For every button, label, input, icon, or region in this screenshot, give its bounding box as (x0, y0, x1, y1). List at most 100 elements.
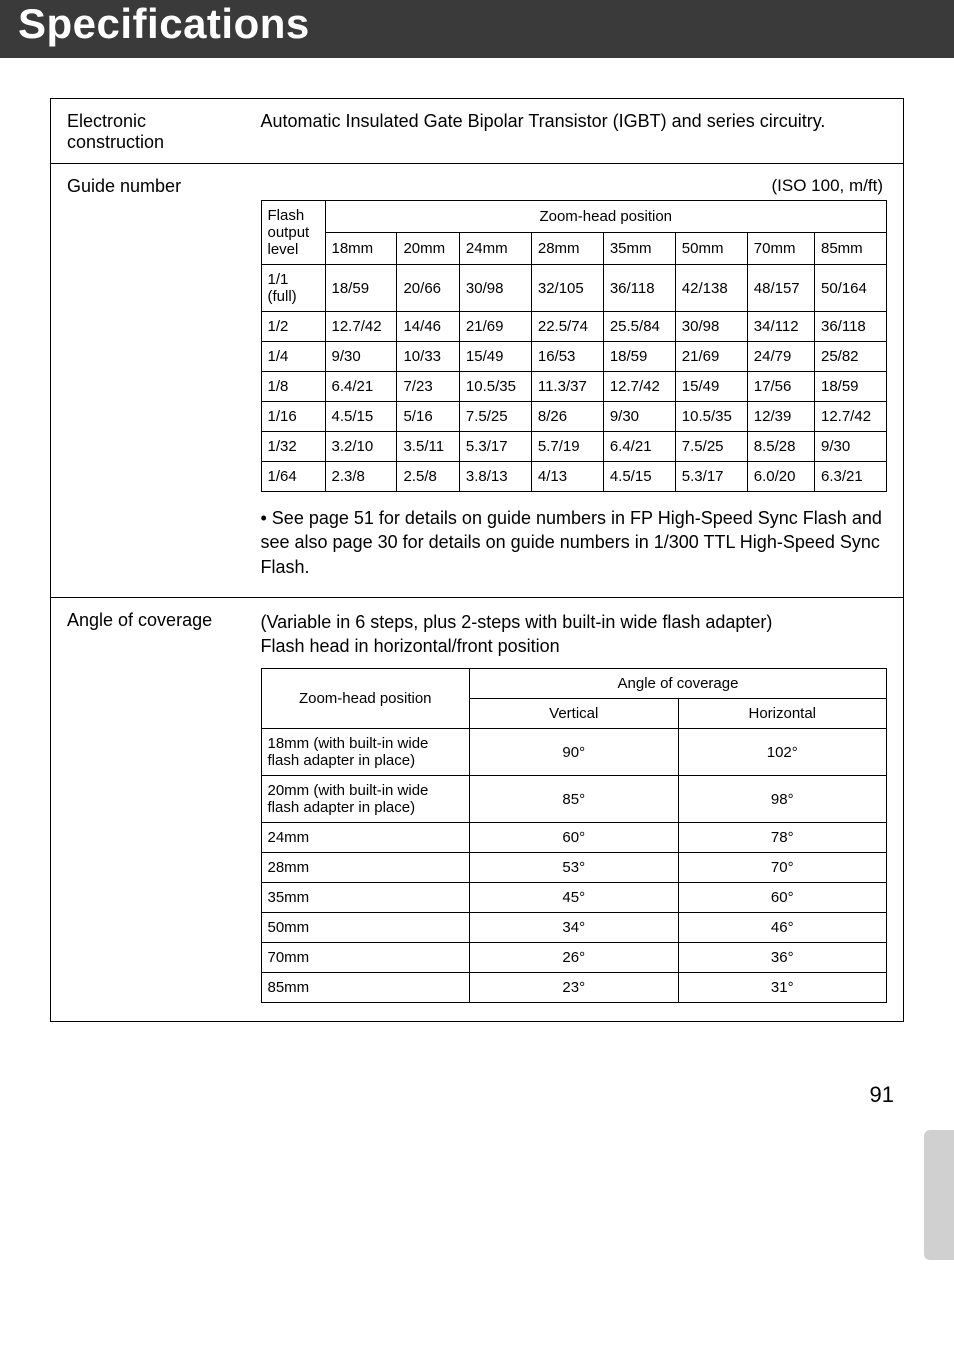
guide-row-label: 1/2 (261, 312, 325, 342)
guide-cell: 7/23 (397, 372, 459, 402)
guide-colgroup: Zoom-head position (325, 201, 887, 233)
coverage-sub-header: Vertical (470, 699, 679, 729)
guide-row-label: 1/32 (261, 432, 325, 462)
coverage-horizontal: 46° (678, 913, 887, 943)
guide-cell: 12.7/42 (603, 372, 675, 402)
guide-cell: 17/56 (747, 372, 814, 402)
guide-cell: 10.5/35 (675, 402, 747, 432)
guide-cell: 22.5/74 (531, 312, 603, 342)
coverage-vertical: 90° (470, 729, 679, 776)
guide-row-label: 1/64 (261, 462, 325, 492)
guide-cell: 50/164 (814, 265, 886, 312)
coverage-vertical: 85° (470, 776, 679, 823)
guide-cell: 21/69 (459, 312, 531, 342)
guide-cell: 5.3/17 (675, 462, 747, 492)
guide-cell: 3.2/10 (325, 432, 397, 462)
coverage-vertical: 26° (470, 943, 679, 973)
guide-cell: 5.7/19 (531, 432, 603, 462)
guide-col-header: 70mm (747, 233, 814, 265)
guide-cell: 8/26 (531, 402, 603, 432)
coverage-horizontal: 36° (678, 943, 887, 973)
coverage-table: Zoom-head positionAngle of coverageVerti… (261, 668, 888, 1003)
guide-cell: 18/59 (814, 372, 886, 402)
coverage-row-label: 70mm (261, 943, 470, 973)
guide-cell: 30/98 (459, 265, 531, 312)
guide-cell: 18/59 (603, 342, 675, 372)
guide-cell: 32/105 (531, 265, 603, 312)
row-label-guide: Guide number (51, 164, 251, 598)
row-value-electronic: Automatic Insulated Gate Bipolar Transis… (251, 99, 904, 164)
guide-row-label: 1/4 (261, 342, 325, 372)
row-label-coverage: Angle of coverage (51, 597, 251, 1022)
guide-cell: 10/33 (397, 342, 459, 372)
guide-cell: 12/39 (747, 402, 814, 432)
coverage-sub-header: Horizontal (678, 699, 887, 729)
guide-cell: 3.5/11 (397, 432, 459, 462)
page-title-bar: Specifications (0, 0, 954, 58)
guide-cell: 20/66 (397, 265, 459, 312)
guide-col-header: 35mm (603, 233, 675, 265)
coverage-row-label: 18mm (with built-in wide flash adapter i… (261, 729, 470, 776)
coverage-row-label: 35mm (261, 883, 470, 913)
coverage-intro: (Variable in 6 steps, plus 2-steps with … (261, 610, 888, 659)
guide-cell: 12.7/42 (325, 312, 397, 342)
guide-cell: 34/112 (747, 312, 814, 342)
guide-row-label: 1/1 (full) (261, 265, 325, 312)
guide-cell: 18/59 (325, 265, 397, 312)
coverage-horizontal: 98° (678, 776, 887, 823)
guide-cell: 10.5/35 (459, 372, 531, 402)
guide-col-header: 50mm (675, 233, 747, 265)
guide-cell: 48/157 (747, 265, 814, 312)
guide-col-header: 24mm (459, 233, 531, 265)
guide-cell: 7.5/25 (675, 432, 747, 462)
side-tab (924, 1130, 954, 1260)
coverage-col1-header: Zoom-head position (261, 669, 470, 729)
guide-cell: 36/118 (814, 312, 886, 342)
guide-cell: 3.8/13 (459, 462, 531, 492)
guide-cell: 8.5/28 (747, 432, 814, 462)
guide-cell: 15/49 (459, 342, 531, 372)
guide-rowhead: Flash output level (261, 201, 325, 265)
page-content: Electronic construction Automatic Insula… (0, 58, 954, 1042)
guide-cell: 2.5/8 (397, 462, 459, 492)
coverage-row-label: 24mm (261, 823, 470, 853)
guide-row-label: 1/8 (261, 372, 325, 402)
guide-col-header: 20mm (397, 233, 459, 265)
coverage-row-label: 28mm (261, 853, 470, 883)
guide-cell: 15/49 (675, 372, 747, 402)
guide-cell: 4.5/15 (603, 462, 675, 492)
guide-number-table: Flash output levelZoom-head position18mm… (261, 200, 888, 492)
guide-cell: 11.3/37 (531, 372, 603, 402)
page-number: 91 (0, 1042, 954, 1128)
coverage-row-label: 85mm (261, 973, 470, 1003)
guide-cell: 14/46 (397, 312, 459, 342)
guide-cell: 9/30 (603, 402, 675, 432)
guide-note: • See page 51 for details on guide numbe… (261, 492, 888, 579)
guide-cell: 25/82 (814, 342, 886, 372)
guide-col-header: 18mm (325, 233, 397, 265)
guide-cell: 6.0/20 (747, 462, 814, 492)
guide-cell: 25.5/84 (603, 312, 675, 342)
coverage-vertical: 53° (470, 853, 679, 883)
guide-cell: 2.3/8 (325, 462, 397, 492)
iso-note: (ISO 100, m/ft) (261, 176, 884, 196)
coverage-row-label: 20mm (with built-in wide flash adapter i… (261, 776, 470, 823)
guide-cell: 6.3/21 (814, 462, 886, 492)
coverage-vertical: 45° (470, 883, 679, 913)
guide-cell: 7.5/25 (459, 402, 531, 432)
guide-cell: 5.3/17 (459, 432, 531, 462)
guide-cell: 6.4/21 (603, 432, 675, 462)
coverage-horizontal: 31° (678, 973, 887, 1003)
guide-cell: 12.7/42 (814, 402, 886, 432)
guide-cell: 30/98 (675, 312, 747, 342)
coverage-horizontal: 70° (678, 853, 887, 883)
row-label-electronic: Electronic construction (51, 99, 251, 164)
coverage-horizontal: 60° (678, 883, 887, 913)
guide-col-header: 85mm (814, 233, 886, 265)
row-value-coverage: (Variable in 6 steps, plus 2-steps with … (251, 597, 904, 1022)
guide-cell: 9/30 (814, 432, 886, 462)
coverage-group-header: Angle of coverage (470, 669, 887, 699)
guide-col-header: 28mm (531, 233, 603, 265)
guide-row-label: 1/16 (261, 402, 325, 432)
guide-cell: 36/118 (603, 265, 675, 312)
